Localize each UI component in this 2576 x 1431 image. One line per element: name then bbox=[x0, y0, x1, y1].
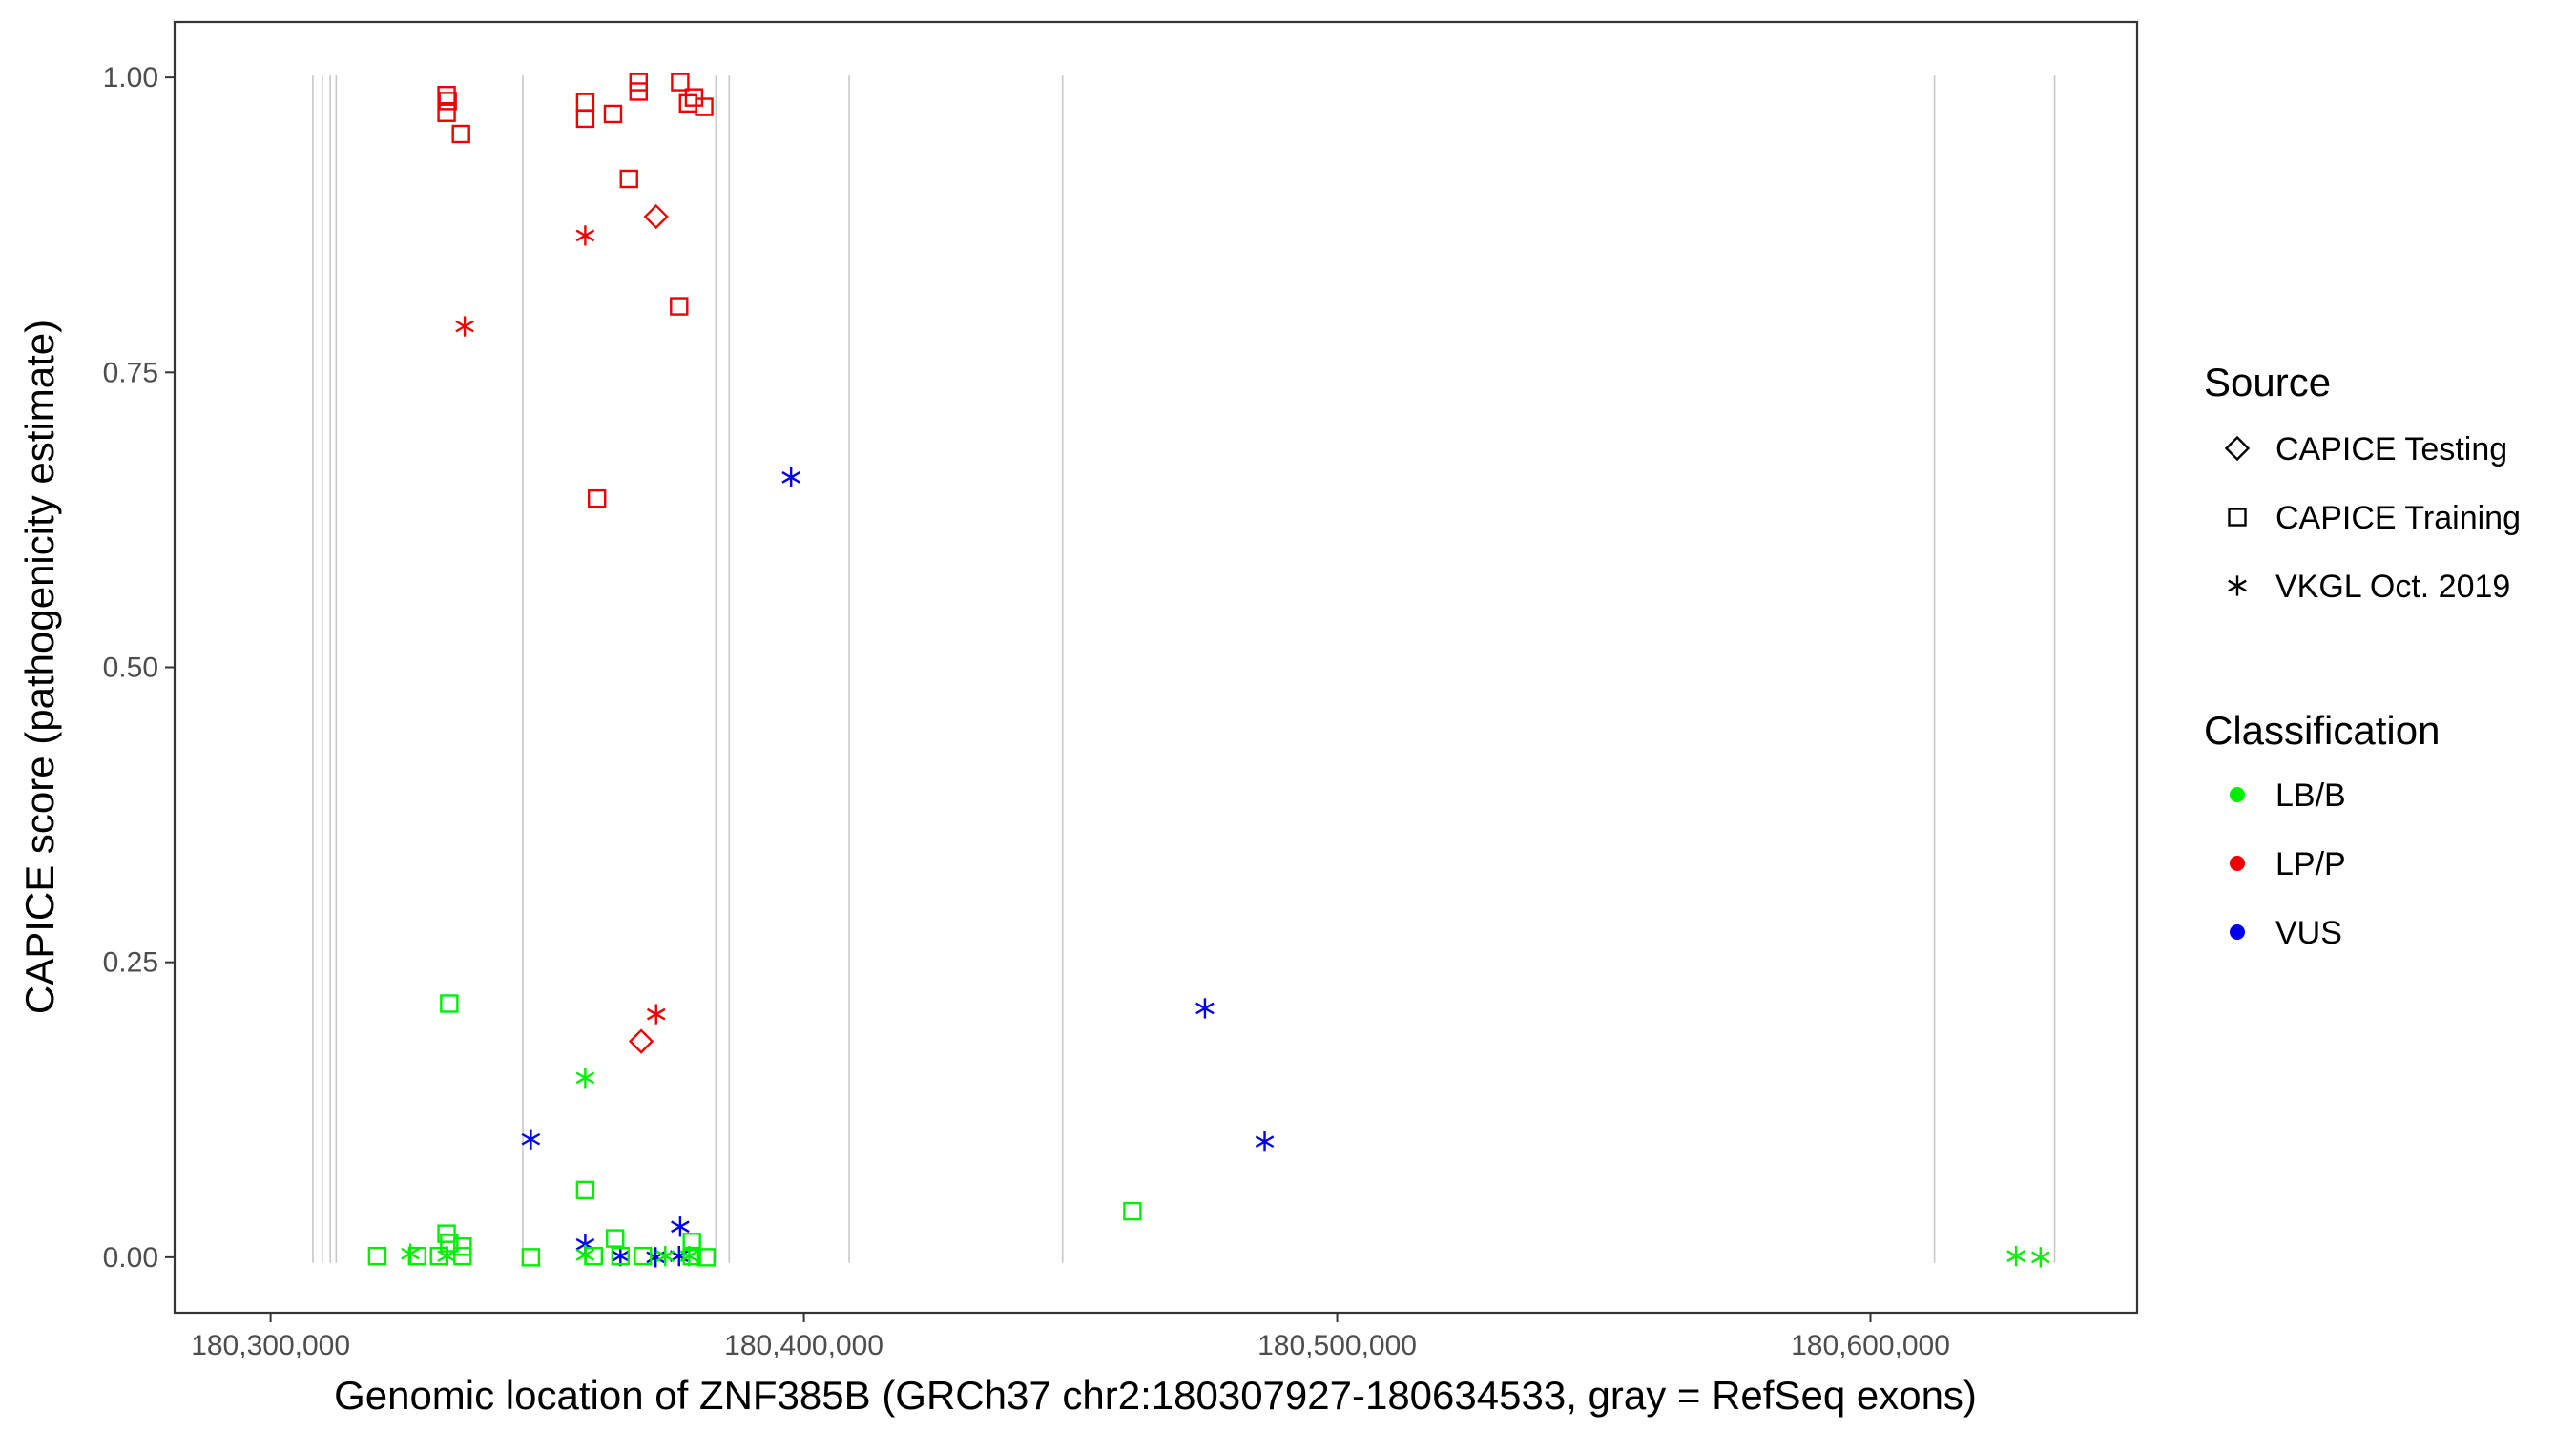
legend-label-class-2: VUS bbox=[2275, 915, 2342, 951]
data-point-35 bbox=[440, 1234, 459, 1253]
legend-label-class-1: LP/P bbox=[2275, 846, 2346, 882]
legend: Source CAPICE Testing CAPICE Training VKGL … bbox=[2204, 360, 2521, 951]
data-point-11 bbox=[684, 88, 704, 107]
legend-key-color-1 bbox=[2230, 856, 2245, 871]
data-point-52 bbox=[655, 1246, 675, 1267]
data-point-32 bbox=[1123, 1201, 1142, 1221]
data-point-54 bbox=[2006, 1246, 2025, 1267]
x-tick-label-1: 180,400,000 bbox=[724, 1330, 883, 1361]
data-point-12 bbox=[695, 97, 714, 116]
data-point-33 bbox=[606, 1229, 625, 1248]
data-point-5 bbox=[575, 109, 595, 129]
data-point-47 bbox=[696, 1248, 716, 1267]
x-tick-label-2: 180,500,000 bbox=[1257, 1330, 1417, 1361]
x-tick-label-3: 180,600,000 bbox=[1791, 1330, 1950, 1361]
data-point-18 bbox=[575, 225, 595, 246]
legend-key-asterisk bbox=[2228, 575, 2247, 596]
data-points bbox=[367, 73, 2050, 1268]
y-axis: 0.00 0.25 0.50 0.75 1.00 bbox=[103, 62, 175, 1274]
y-tick-label-4: 1.00 bbox=[103, 62, 158, 93]
x-tick-label-0: 180,300,000 bbox=[191, 1330, 350, 1361]
data-point-38 bbox=[367, 1246, 387, 1266]
data-point-15 bbox=[588, 488, 607, 508]
data-point-39 bbox=[407, 1246, 427, 1266]
legend-title-source: Source bbox=[2204, 360, 2331, 404]
data-point-34 bbox=[437, 1224, 456, 1243]
data-point-42 bbox=[521, 1248, 541, 1267]
data-point-17 bbox=[628, 1028, 654, 1054]
data-point-14 bbox=[670, 297, 689, 316]
y-tick-label-2: 0.50 bbox=[103, 653, 158, 684]
legend-key-diamond bbox=[2224, 435, 2251, 462]
legend-label-source-2: VKGL Oct. 2019 bbox=[2275, 569, 2510, 605]
data-point-6 bbox=[603, 104, 623, 124]
exon-lines bbox=[312, 75, 2056, 1263]
y-axis-title: CAPICE score (pathogenicity estimate) bbox=[17, 320, 62, 1014]
y-tick-label-1: 0.25 bbox=[103, 947, 158, 979]
data-point-16 bbox=[643, 203, 669, 230]
data-point-49 bbox=[401, 1243, 420, 1264]
data-point-7 bbox=[629, 73, 649, 92]
legend-key-square bbox=[2228, 508, 2247, 527]
data-point-2 bbox=[437, 103, 456, 122]
legend-label-class-0: LB/B bbox=[2275, 778, 2346, 814]
data-point-50 bbox=[437, 1246, 456, 1267]
data-point-36 bbox=[453, 1237, 472, 1256]
legend-title-classification: Classification bbox=[2204, 708, 2440, 753]
data-point-9 bbox=[671, 73, 690, 92]
x-axis: 180,300,000 180,400,000 180,500,000 180,600… bbox=[191, 1313, 1950, 1361]
data-point-20 bbox=[646, 1004, 666, 1025]
data-point-23 bbox=[1255, 1131, 1275, 1152]
data-point-1 bbox=[438, 92, 457, 111]
legend-label-source-0: CAPICE Testing bbox=[2275, 431, 2507, 467]
data-point-19 bbox=[455, 316, 474, 337]
legend-label-source-1: CAPICE Training bbox=[2275, 500, 2521, 536]
data-point-26 bbox=[671, 1216, 690, 1237]
legend-key-color-0 bbox=[2230, 787, 2245, 802]
x-axis-title: Genomic location of ZNF385B (GRCh37 chr2… bbox=[334, 1373, 1977, 1418]
data-point-3 bbox=[451, 124, 470, 144]
data-point-27 bbox=[611, 1246, 631, 1267]
data-point-31 bbox=[575, 1180, 595, 1200]
y-tick-label-0: 0.00 bbox=[103, 1242, 158, 1274]
legend-key-color-2 bbox=[2230, 924, 2245, 940]
data-point-24 bbox=[521, 1129, 541, 1150]
data-point-51 bbox=[575, 1244, 595, 1266]
data-point-8 bbox=[629, 82, 649, 101]
data-point-37 bbox=[682, 1233, 701, 1252]
data-point-30 bbox=[440, 994, 459, 1013]
data-point-22 bbox=[1195, 998, 1215, 1019]
data-point-21 bbox=[781, 467, 800, 488]
data-point-46 bbox=[682, 1246, 701, 1266]
data-point-53 bbox=[679, 1246, 699, 1267]
data-point-13 bbox=[619, 169, 638, 189]
data-point-41 bbox=[453, 1246, 472, 1266]
y-tick-label-3: 0.75 bbox=[103, 357, 158, 388]
data-point-44 bbox=[611, 1246, 630, 1266]
data-point-48 bbox=[575, 1068, 595, 1089]
data-point-55 bbox=[2031, 1247, 2050, 1268]
data-point-45 bbox=[634, 1246, 653, 1266]
